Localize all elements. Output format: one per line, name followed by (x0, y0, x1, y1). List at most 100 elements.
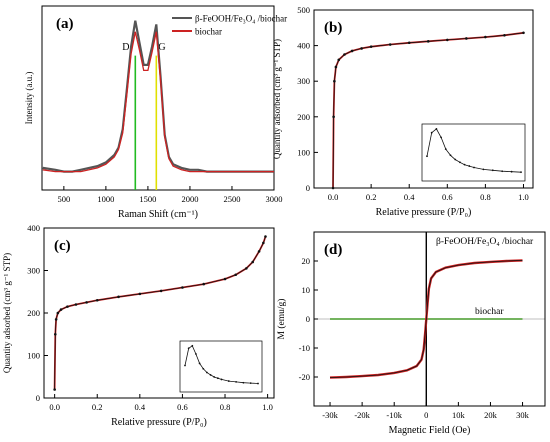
x-tick-label: 2500 (223, 194, 240, 204)
y-tick-label: 300 (27, 266, 40, 276)
inset-point (454, 158, 457, 161)
inset-point (206, 371, 208, 374)
x-tick-label: 1000 (97, 194, 114, 204)
inset-point (235, 381, 238, 383)
inset-point (191, 344, 194, 347)
series-line-1 (42, 31, 274, 173)
data-point (138, 292, 142, 296)
x-tick-label: 20k (484, 410, 498, 420)
chart-panel-2: 0.0 0.2 0.4 0.6 0.8 1.0 0 100 200 300 400 Relative … (2, 223, 275, 428)
panel-label: (b) (324, 20, 342, 36)
x-tick-label: 0.4 (404, 192, 415, 202)
data-point (74, 303, 78, 306)
legend-entry: biochar (195, 27, 222, 37)
x-tick-label: 0.2 (92, 402, 103, 412)
y-tick-label: -20 (299, 372, 310, 382)
x-tick-label: -20k (354, 410, 370, 420)
y-tick-label: 200 (297, 112, 310, 122)
y-axis-label: Quantity adsorbed (cm³ g⁻¹ STP) (2, 253, 12, 373)
y-tick-label: 100 (297, 147, 310, 157)
data-point (331, 186, 335, 190)
inset-point (202, 367, 205, 370)
legend-entry: β-FeOOH/Fe₃O₄ /biochar (195, 14, 287, 24)
data-point (350, 49, 354, 53)
y-axis-label: Quantity adsorbed (cm³ g⁻¹ STP) (272, 39, 282, 159)
data-point (181, 286, 184, 289)
y-axis-label: M (emu/g) (276, 299, 287, 340)
plot-frame (41, 5, 275, 191)
x-tick-label: 3000 (266, 194, 283, 204)
y-tick-label: 200 (27, 308, 40, 318)
data-point (388, 43, 392, 46)
data-point (117, 295, 120, 299)
inset-line (184, 345, 259, 384)
x-tick-label: 1.0 (262, 402, 273, 412)
data-point (85, 301, 88, 304)
data-point (53, 332, 57, 336)
data-point (257, 250, 261, 253)
data-point (337, 58, 341, 62)
data-point (426, 40, 430, 43)
chart-panel-1: 0.0 0.2 0.4 0.6 0.8 1.0 0 100 200 300 400 500 Relati… (272, 5, 534, 218)
band-label: D (122, 42, 129, 53)
inset-point (213, 376, 216, 378)
inset-point (459, 161, 461, 164)
inset-point (440, 136, 442, 139)
data-point (245, 267, 248, 270)
data-point (56, 311, 60, 315)
inset-point (430, 131, 433, 134)
y-axis-label: Intensity (a.u.) (24, 72, 34, 125)
inset-point (435, 128, 438, 130)
y-tick-label: 400 (297, 41, 310, 51)
legend: β-FeOOH/Fe₃O₄ /biochar biochar (172, 14, 287, 37)
panel-label: (d) (324, 242, 342, 258)
x-tick-label: 10k (452, 410, 466, 420)
y-tick-label: 0 (306, 314, 310, 324)
series-label: biochar (475, 307, 504, 317)
x-tick-label: 1.0 (518, 192, 529, 202)
series-line-0 (42, 20, 274, 173)
inset-point (227, 380, 230, 382)
inset-point (482, 168, 485, 171)
inset-point (249, 382, 252, 385)
x-tick-label: 500 (57, 194, 70, 204)
y-tick-label: 500 (297, 5, 310, 15)
inset-point (426, 155, 428, 158)
inset-frame (421, 123, 526, 182)
y-tick-label: 100 (27, 351, 40, 361)
x-tick-label: 0.8 (220, 402, 231, 412)
x-tick-label: 0 (424, 410, 428, 420)
inset-point (520, 171, 522, 174)
inset-point (198, 362, 201, 365)
inset-point (463, 163, 466, 166)
data-point (66, 305, 69, 308)
data-point (465, 37, 468, 40)
chart-panel-3: -30k -20k -10k 0 10k 20k 30k -20 -10 0 10 20 Magneti… (276, 231, 546, 436)
x-tick-label: 0.4 (135, 402, 146, 412)
data-point (446, 38, 449, 42)
band-label: G (158, 42, 165, 53)
data-point (334, 65, 338, 69)
inset-plot (179, 340, 263, 393)
data-point (343, 53, 346, 56)
data-point (407, 41, 411, 45)
data-point (234, 273, 237, 277)
inset-point (184, 364, 186, 367)
inset-point (216, 377, 219, 380)
inset-point (209, 374, 212, 376)
inset-point (501, 170, 504, 173)
data-point (54, 318, 58, 321)
x-tick-label: -30k (322, 410, 338, 420)
data-point (53, 388, 56, 391)
chart-panel-0: 500 1000 1500 2000 2500 3000 Raman Shift (cm⁻¹… (24, 5, 287, 220)
data-point (332, 115, 335, 119)
inset-plot (421, 123, 526, 182)
data-point (522, 31, 525, 35)
x-tick-label: 1500 (139, 194, 156, 204)
x-tick-label: 2000 (181, 194, 198, 204)
inset-point (473, 166, 475, 169)
x-axis-label: Raman Shift (cm⁻¹) (118, 209, 198, 220)
inset-point (449, 154, 452, 157)
data-point (503, 33, 506, 37)
